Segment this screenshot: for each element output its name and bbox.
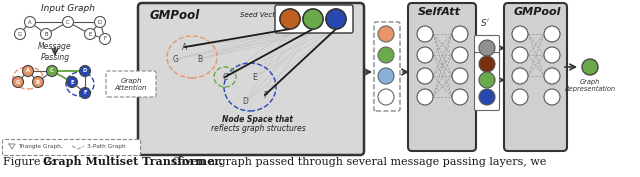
Circle shape <box>452 26 468 42</box>
FancyBboxPatch shape <box>106 71 156 97</box>
Text: A: A <box>26 68 30 73</box>
Text: B: B <box>44 32 48 36</box>
FancyBboxPatch shape <box>275 5 353 33</box>
Text: Figure 2:: Figure 2: <box>3 157 55 167</box>
Circle shape <box>378 68 394 84</box>
Text: E: E <box>70 79 74 84</box>
Text: F: F <box>104 36 106 41</box>
Circle shape <box>326 9 346 29</box>
Circle shape <box>84 28 95 39</box>
Circle shape <box>544 47 560 63</box>
Circle shape <box>417 68 433 84</box>
Circle shape <box>452 47 468 63</box>
Text: D: D <box>83 68 87 73</box>
Text: D: D <box>98 19 102 24</box>
Circle shape <box>13 76 24 87</box>
Circle shape <box>582 59 598 75</box>
Circle shape <box>544 26 560 42</box>
Text: Seed Vectors S: Seed Vectors S <box>240 12 292 18</box>
Text: Graph
Representation: Graph Representation <box>564 79 616 92</box>
Text: E: E <box>253 73 257 81</box>
FancyBboxPatch shape <box>474 53 499 110</box>
Circle shape <box>63 16 74 27</box>
Circle shape <box>417 47 433 63</box>
Text: E: E <box>88 32 92 36</box>
Text: GMPool: GMPool <box>514 7 561 17</box>
Text: Triangle Graph,: Triangle Graph, <box>18 144 63 149</box>
Circle shape <box>40 28 51 39</box>
Text: A: A <box>182 42 188 52</box>
Text: A: A <box>28 19 32 24</box>
Circle shape <box>280 9 300 29</box>
Circle shape <box>512 89 528 105</box>
Circle shape <box>99 33 111 44</box>
Text: C: C <box>50 68 54 73</box>
Circle shape <box>95 16 106 27</box>
FancyBboxPatch shape <box>504 3 567 151</box>
Text: Input Graph: Input Graph <box>41 4 95 13</box>
FancyBboxPatch shape <box>474 36 499 61</box>
Text: C: C <box>222 73 228 81</box>
Circle shape <box>378 89 394 105</box>
Text: B: B <box>197 55 203 64</box>
Circle shape <box>452 89 468 105</box>
Text: GMPool: GMPool <box>150 9 200 22</box>
Circle shape <box>479 40 495 56</box>
Circle shape <box>326 9 346 29</box>
Circle shape <box>47 65 58 76</box>
Text: G: G <box>18 32 22 36</box>
FancyBboxPatch shape <box>138 3 364 155</box>
Circle shape <box>452 68 468 84</box>
Circle shape <box>79 65 90 76</box>
Circle shape <box>544 68 560 84</box>
Circle shape <box>79 87 90 98</box>
Circle shape <box>512 26 528 42</box>
Circle shape <box>15 28 26 39</box>
Text: D: D <box>242 98 248 107</box>
Text: SelfAtt: SelfAtt <box>418 7 461 17</box>
Circle shape <box>512 47 528 63</box>
Circle shape <box>512 68 528 84</box>
Circle shape <box>417 89 433 105</box>
FancyBboxPatch shape <box>3 139 141 156</box>
FancyBboxPatch shape <box>408 3 476 151</box>
Circle shape <box>22 65 33 76</box>
Circle shape <box>24 16 35 27</box>
Text: B: B <box>36 79 40 84</box>
Text: $S'$: $S'$ <box>480 17 490 28</box>
Text: 3-Path Graph: 3-Path Graph <box>87 144 125 149</box>
Text: F: F <box>83 90 87 96</box>
Text: Given a graph passed through several message passing layers, we: Given a graph passed through several mes… <box>169 157 547 167</box>
Text: G: G <box>173 55 179 64</box>
Text: G: G <box>16 79 20 84</box>
Circle shape <box>67 76 77 87</box>
Circle shape <box>479 56 495 72</box>
Circle shape <box>378 26 394 42</box>
Circle shape <box>544 89 560 105</box>
Text: Message
Passing: Message Passing <box>38 42 72 62</box>
Text: Node Space that: Node Space that <box>223 115 294 124</box>
Circle shape <box>417 26 433 42</box>
Circle shape <box>303 9 323 29</box>
Circle shape <box>280 9 300 29</box>
Circle shape <box>33 76 44 87</box>
Text: F: F <box>263 90 267 99</box>
Text: reflects graph structures: reflects graph structures <box>211 124 305 133</box>
Text: Graph Multiset Transformer.: Graph Multiset Transformer. <box>43 156 223 167</box>
Circle shape <box>378 47 394 63</box>
Circle shape <box>479 89 495 105</box>
Text: C: C <box>66 19 70 24</box>
Circle shape <box>479 72 495 88</box>
Circle shape <box>303 9 323 29</box>
Text: Graph
Attention: Graph Attention <box>115 78 147 90</box>
